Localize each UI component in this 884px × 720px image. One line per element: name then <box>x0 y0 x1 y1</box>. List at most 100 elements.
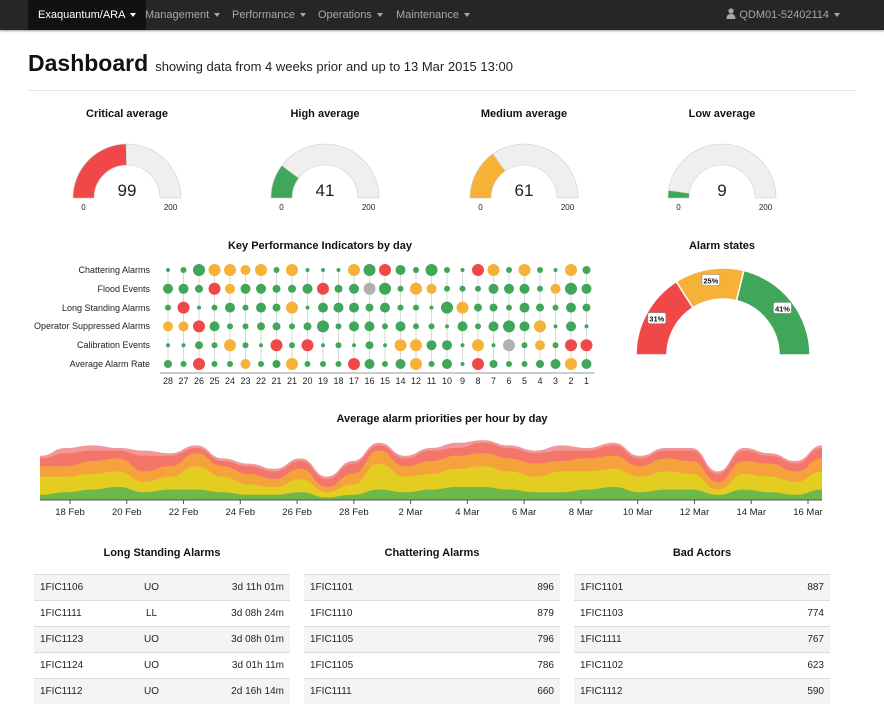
kpi-dot[interactable] <box>442 359 452 369</box>
kpi-dot[interactable] <box>395 265 406 275</box>
table-row[interactable]: 1FIC1111 LL 3d 08h 24m <box>34 600 290 626</box>
kpi-dot[interactable] <box>382 361 388 367</box>
kpi-dot[interactable] <box>518 264 531 276</box>
table-row[interactable]: 1FIC1102 623 <box>574 652 830 678</box>
kpi-dot[interactable] <box>208 264 221 276</box>
kpi-dot[interactable] <box>410 339 422 352</box>
kpi-dot[interactable] <box>305 305 310 310</box>
kpi-dot[interactable] <box>180 267 187 273</box>
kpi-dot[interactable] <box>474 303 482 312</box>
kpi-dot[interactable] <box>165 304 171 311</box>
kpi-dot[interactable] <box>166 268 170 272</box>
table-row[interactable]: 1FIC1106 UO 3d 11h 01m <box>34 574 290 600</box>
kpi-dot[interactable] <box>445 324 449 329</box>
table-row[interactable]: 1FIC1101 896 <box>304 574 560 600</box>
kpi-dot[interactable] <box>240 265 251 275</box>
kpi-dot[interactable] <box>178 283 189 294</box>
nav-menu-maintenance[interactable]: Maintenance <box>386 0 480 30</box>
kpi-dot[interactable] <box>429 305 434 310</box>
nav-menu-management[interactable]: Management <box>135 0 230 30</box>
kpi-dot[interactable] <box>208 282 221 295</box>
kpi-dot[interactable] <box>195 341 203 350</box>
kpi-dot[interactable] <box>225 283 235 294</box>
kpi-dot[interactable] <box>349 302 359 313</box>
kpi-dot[interactable] <box>383 343 387 348</box>
kpi-dot[interactable] <box>521 342 528 349</box>
kpi-dot[interactable] <box>456 301 469 314</box>
kpi-dot[interactable] <box>413 267 419 273</box>
kpi-dot[interactable] <box>242 323 249 330</box>
kpi-dot[interactable] <box>488 321 499 332</box>
kpi-dot[interactable] <box>553 324 558 329</box>
table-row[interactable]: 1FIC1124 UO 3d 01h 11m <box>34 652 290 678</box>
kpi-dot[interactable] <box>582 266 591 274</box>
kpi-dot[interactable] <box>565 264 577 276</box>
kpi-dot[interactable] <box>289 323 295 330</box>
kpi-dot[interactable] <box>565 339 577 352</box>
kpi-dot[interactable] <box>288 284 296 293</box>
kpi-dot[interactable] <box>270 339 283 352</box>
kpi-dot[interactable] <box>379 264 391 276</box>
kpi-dot[interactable] <box>487 264 500 276</box>
kpi-dot[interactable] <box>506 361 512 367</box>
kpi-dot[interactable] <box>580 339 593 352</box>
kpi-dot[interactable] <box>317 320 329 333</box>
kpi-dot[interactable] <box>475 323 481 330</box>
kpi-dot[interactable] <box>506 304 512 311</box>
kpi-dot[interactable] <box>348 264 360 276</box>
kpi-dot[interactable] <box>227 323 233 330</box>
kpi-dot[interactable] <box>584 324 589 329</box>
kpi-dot[interactable] <box>318 302 328 313</box>
kpi-dot[interactable] <box>566 302 576 313</box>
kpi-dot[interactable] <box>566 321 576 332</box>
kpi-dot[interactable] <box>197 305 201 310</box>
kpi-dot[interactable] <box>475 285 481 292</box>
kpi-dot[interactable] <box>460 343 465 348</box>
kpi-dot[interactable] <box>272 303 281 312</box>
kpi-dot[interactable] <box>181 343 186 348</box>
nav-menu-performance[interactable]: Performance <box>222 0 316 30</box>
area-series[interactable] <box>40 487 822 500</box>
kpi-dot[interactable] <box>303 322 312 331</box>
kpi-dot[interactable] <box>224 264 236 276</box>
kpi-dot[interactable] <box>193 320 205 333</box>
kpi-dot[interactable] <box>320 361 326 367</box>
kpi-dot[interactable] <box>317 282 329 295</box>
kpi-dot[interactable] <box>286 301 298 314</box>
kpi-dot[interactable] <box>178 321 189 332</box>
kpi-dot[interactable] <box>553 268 558 272</box>
kpi-dot[interactable] <box>180 361 187 367</box>
kpi-dot[interactable] <box>177 301 190 314</box>
kpi-dot[interactable] <box>519 302 530 313</box>
kpi-dot[interactable] <box>519 321 530 332</box>
kpi-dot[interactable] <box>335 323 342 330</box>
kpi-dot[interactable] <box>335 342 342 349</box>
kpi-dot[interactable] <box>460 268 465 272</box>
kpi-dot[interactable] <box>259 343 263 348</box>
kpi-dot[interactable] <box>363 282 376 295</box>
kpi-dot[interactable] <box>258 361 264 367</box>
kpi-dot[interactable] <box>565 358 577 370</box>
kpi-dot[interactable] <box>536 360 544 368</box>
kpi-dot[interactable] <box>211 361 218 367</box>
kpi-dot[interactable] <box>534 320 546 333</box>
kpi-dot[interactable] <box>413 323 419 330</box>
kpi-dot[interactable] <box>472 339 484 352</box>
kpi-dot[interactable] <box>395 359 406 369</box>
kpi-dot[interactable] <box>488 283 499 294</box>
kpi-dot[interactable] <box>426 283 437 294</box>
table-row[interactable]: 1FIC1112 590 <box>574 678 830 704</box>
kpi-dot[interactable] <box>536 303 544 312</box>
kpi-dot[interactable] <box>413 304 419 311</box>
kpi-dot[interactable] <box>503 339 515 352</box>
kpi-dot[interactable] <box>301 339 314 352</box>
kpi-dot[interactable] <box>521 361 528 367</box>
kpi-dot[interactable] <box>242 304 249 311</box>
kpi-dot[interactable] <box>457 321 468 332</box>
table-row[interactable]: 1FIC1103 774 <box>574 600 830 626</box>
kpi-dot[interactable] <box>428 361 435 367</box>
kpi-dot[interactable] <box>209 321 220 332</box>
kpi-dot[interactable] <box>302 283 313 294</box>
kpi-dot[interactable] <box>491 343 496 348</box>
kpi-dot[interactable] <box>227 361 233 367</box>
